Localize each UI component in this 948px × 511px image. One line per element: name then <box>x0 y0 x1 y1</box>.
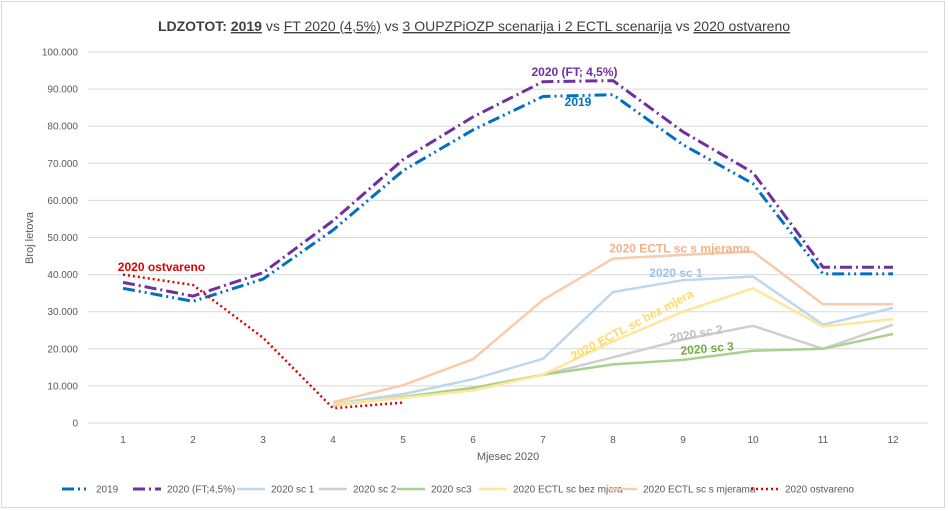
series-line-0 <box>122 93 893 303</box>
x-tick-label: 7 <box>540 435 546 446</box>
title-part-2: vs <box>262 18 284 34</box>
annotation-label: 2020 sc 1 <box>649 266 703 280</box>
x-tick-label: 12 <box>887 435 899 446</box>
x-tick-label: 5 <box>400 435 406 446</box>
title-part-4: vs <box>381 18 403 34</box>
y-tick-label: 40.000 <box>47 270 78 281</box>
y-tick-label: 60.000 <box>47 196 78 207</box>
x-tick-label: 2 <box>190 435 196 446</box>
chart-title: LDZOTOT: 2019 vs FT 2020 (4,5%) vs 3 OUP… <box>158 18 790 34</box>
y-tick-label: 10.000 <box>47 381 78 392</box>
series-lines <box>122 79 894 410</box>
series-line-4 <box>332 332 894 407</box>
x-tick-label: 11 <box>818 435 829 446</box>
series-line-1 <box>122 79 893 298</box>
annotation-label: 2020 ECTL sc s mjerama <box>609 241 750 255</box>
y-tick-label: 20.000 <box>47 344 78 355</box>
legend-label: 2020 sc 1 <box>271 485 315 496</box>
series-line-6 <box>332 250 893 404</box>
x-tick-label: 1 <box>120 435 126 446</box>
y-tick-labels: 0 10.000 20.000 30.000 40.000 50.000 60.000 70.… <box>42 48 79 430</box>
legend-label: 2020 ostvareno <box>785 485 854 496</box>
y-tick-label: 90.000 <box>47 85 78 96</box>
annotation-label: 2019 <box>565 95 592 109</box>
title-part-3: FT 2020 (4,5%) <box>284 18 381 34</box>
y-tick-label: 0 <box>72 419 78 430</box>
legend-label: 2019 <box>96 485 119 496</box>
x-tick-label: 10 <box>747 435 759 446</box>
annotation-label: 2020 (FT; 4,5%) <box>531 65 617 79</box>
annotation-label: 2020 sc 3 <box>680 339 735 358</box>
annotation-label: 2020 ostvareno <box>118 260 205 274</box>
y-tick-label: 80.000 <box>47 122 78 133</box>
legend-label: 2020 ECTL sc bez mjera <box>513 485 623 496</box>
x-axis-label: Mjesec 2020 <box>477 451 539 463</box>
x-tick-label: 3 <box>260 435 266 446</box>
x-tick-label: 4 <box>330 435 336 446</box>
legend-label: 2020 (FT;4,5%) <box>167 485 235 496</box>
y-tick-label: 30.000 <box>47 307 78 318</box>
title-part-7: 2020 ostvareno <box>694 18 791 34</box>
legend: 2019 2020 (FT;4,5%) 2020 sc 1 2020 sc 2 2020… <box>62 485 854 496</box>
title-part-5: 3 OUPZPiOZP scenarija i 2 ECTL scenarija <box>403 18 672 34</box>
y-tick-label: 100.000 <box>42 48 79 59</box>
series-line-2 <box>332 275 894 405</box>
x-tick-label: 9 <box>680 435 686 446</box>
x-tick-label: 6 <box>470 435 476 446</box>
legend-label: 2020 sc 2 <box>353 485 397 496</box>
title-part-1: 2019 <box>231 18 262 34</box>
series-line-7 <box>122 273 404 410</box>
y-tick-label: 70.000 <box>47 159 78 170</box>
y-axis-label: Broj letova <box>24 211 36 264</box>
annotations: 2020 (FT; 4,5%) 2019 2020 ostvareno 2020 EC… <box>118 65 750 363</box>
x-tick-label: 8 <box>610 435 616 446</box>
title-part-6: vs <box>672 18 694 34</box>
y-tick-label: 50.000 <box>47 233 78 244</box>
series-line-5 <box>332 287 894 406</box>
x-tick-labels: 1 2 3 4 5 6 7 8 9 10 11 12 <box>120 435 899 446</box>
gridlines <box>88 51 928 424</box>
title-part-0: LDZOTOT: <box>158 18 231 34</box>
legend-label: 2020 sc3 <box>431 485 472 496</box>
legend-label: 2020 ECTL sc s mjerama <box>643 485 756 496</box>
